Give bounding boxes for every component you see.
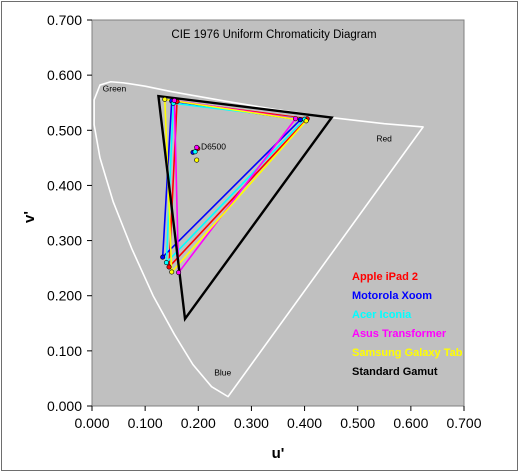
- x-tick-label-6: 0.600: [393, 415, 428, 431]
- y-axis-title: v': [21, 211, 38, 223]
- y-tick-label-7: 0.700: [47, 12, 82, 28]
- primary-point-samsung-galaxy-tab-2: [162, 96, 168, 102]
- primary-point-samsung-galaxy-tab-0: [303, 118, 309, 124]
- x-axis-title: u': [272, 445, 285, 462]
- y-tick-label-6: 0.600: [47, 67, 82, 83]
- y-tick-label-0: 0.000: [47, 398, 82, 414]
- legend: Apple iPad 2 Motorola Xoom Acer Iconia Asus…: [352, 271, 463, 378]
- annotation-green: Green: [103, 84, 127, 94]
- primary-point-asus-transformer-1: [176, 270, 182, 276]
- x-tick-label-4: 0.400: [287, 415, 322, 431]
- primary-point-samsung-galaxy-tab-1: [169, 269, 175, 275]
- legend-item-samsung-galaxy-tab: Samsung Galaxy Tab: [352, 347, 463, 359]
- primary-point-asus-transformer-0: [293, 116, 299, 122]
- chart-title: CIE 1976 Uniform Chromaticity Diagram: [171, 29, 376, 41]
- legend-item-apple-ipad-2: Apple iPad 2: [352, 271, 418, 283]
- legend-item-standard-gamut: Standard Gamut: [352, 366, 438, 378]
- gamut-triangle-standard-gamut: [157, 94, 334, 323]
- x-tick-label-3: 0.300: [234, 415, 269, 431]
- primary-point-asus-transformer-2: [171, 98, 177, 104]
- x-tick-label-7: 0.700: [446, 415, 481, 431]
- y-tick-label-1: 0.100: [47, 343, 82, 359]
- x-tick-label-5: 0.500: [340, 415, 375, 431]
- primary-point-motorola-xoom-1: [160, 254, 166, 260]
- legend-item-asus-transformer: Asus Transformer: [352, 328, 447, 340]
- x-tick-label-2: 0.200: [181, 415, 216, 431]
- x-tick-label-1: 0.100: [128, 415, 163, 431]
- y-tick-label-4: 0.400: [47, 177, 82, 193]
- white-point-acer-iconia: [192, 149, 198, 155]
- legend-item-acer-iconia: Acer Iconia: [352, 309, 412, 321]
- y-tick-label-2: 0.200: [47, 288, 82, 304]
- annotation-d6500: D6500: [201, 142, 226, 152]
- primary-point-apple-ipad-2-1: [166, 264, 172, 270]
- primary-point-motorola-xoom-0: [297, 117, 303, 123]
- y-tick-label-5: 0.500: [47, 122, 82, 138]
- annotation-red: Red: [376, 133, 392, 143]
- x-tick-label-0: 0.000: [74, 415, 109, 431]
- white-point-samsung-galaxy-tab: [194, 157, 200, 163]
- plot-area: [91, 19, 465, 407]
- primary-point-acer-iconia-1: [163, 260, 169, 266]
- annotation-blue: Blue: [214, 368, 231, 378]
- legend-item-motorola-xoom: Motorola Xoom: [352, 290, 432, 302]
- white-point-asus-transformer: [194, 144, 200, 150]
- y-tick-label-3: 0.300: [47, 233, 82, 249]
